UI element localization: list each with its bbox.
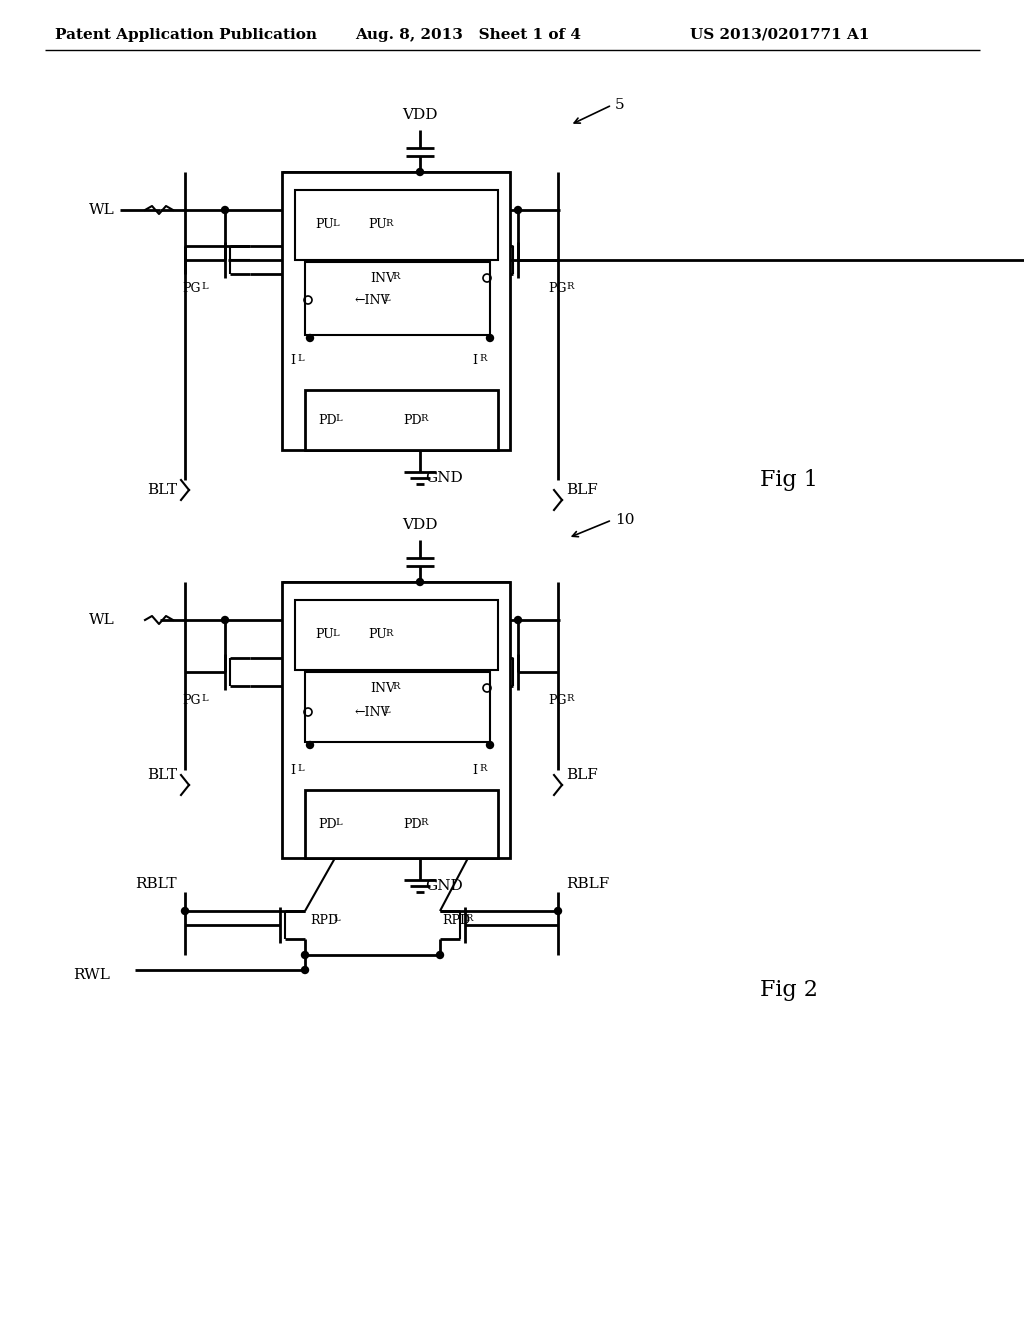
- Text: PG: PG: [548, 693, 566, 706]
- Bar: [305, 389, 498, 450]
- Text: L: L: [333, 913, 340, 923]
- Text: L: L: [201, 282, 208, 290]
- Circle shape: [181, 908, 188, 915]
- Text: PG: PG: [182, 693, 201, 706]
- Text: 5: 5: [615, 98, 625, 112]
- Text: Fig 2: Fig 2: [760, 979, 818, 1001]
- Bar: [305, 261, 490, 335]
- Text: RPD: RPD: [310, 913, 338, 927]
- Circle shape: [555, 908, 561, 915]
- Text: INV: INV: [370, 272, 395, 285]
- Circle shape: [221, 206, 228, 214]
- Bar: [282, 582, 510, 858]
- Circle shape: [417, 578, 424, 586]
- Text: BLF: BLF: [566, 768, 598, 781]
- Circle shape: [306, 334, 313, 342]
- Text: PD: PD: [403, 413, 422, 426]
- Text: L: L: [383, 294, 389, 304]
- Text: RWL: RWL: [73, 968, 110, 982]
- Text: WL: WL: [89, 203, 115, 216]
- Circle shape: [301, 966, 308, 974]
- Text: PG: PG: [548, 281, 566, 294]
- Text: Fig 1: Fig 1: [760, 469, 818, 491]
- Text: L: L: [332, 219, 339, 228]
- Text: R: R: [479, 354, 486, 363]
- Text: PU: PU: [368, 219, 387, 231]
- Text: L: L: [201, 694, 208, 704]
- Text: PU: PU: [315, 628, 334, 642]
- Text: R: R: [465, 913, 472, 923]
- Text: GND: GND: [425, 879, 463, 894]
- Text: PD: PD: [318, 817, 337, 830]
- Text: Patent Application Publication: Patent Application Publication: [55, 28, 317, 42]
- Text: L: L: [297, 764, 304, 774]
- Text: R: R: [566, 282, 573, 290]
- Circle shape: [221, 616, 228, 623]
- Text: I: I: [472, 763, 477, 776]
- Text: BLT: BLT: [146, 483, 177, 498]
- Text: 10: 10: [615, 513, 635, 527]
- Bar: [305, 789, 498, 858]
- Text: BLT: BLT: [146, 768, 177, 781]
- Text: R: R: [385, 630, 392, 638]
- Bar: [282, 172, 510, 450]
- Text: R: R: [392, 682, 399, 690]
- Text: I: I: [290, 354, 295, 367]
- Circle shape: [486, 742, 494, 748]
- Circle shape: [486, 334, 494, 342]
- Text: VDD: VDD: [402, 108, 437, 121]
- Text: VDD: VDD: [402, 517, 437, 532]
- Bar: [295, 190, 498, 260]
- Text: PU: PU: [315, 219, 334, 231]
- Text: PG: PG: [182, 281, 201, 294]
- Text: I: I: [472, 354, 477, 367]
- Circle shape: [306, 742, 313, 748]
- Text: I: I: [290, 763, 295, 776]
- Text: RPD: RPD: [442, 913, 470, 927]
- Text: R: R: [420, 414, 427, 422]
- Text: ←INV: ←INV: [355, 705, 390, 718]
- Text: BLF: BLF: [566, 483, 598, 498]
- Circle shape: [436, 952, 443, 958]
- Text: L: L: [332, 630, 339, 638]
- Text: R: R: [385, 219, 392, 228]
- Text: R: R: [392, 272, 399, 281]
- Text: PD: PD: [318, 413, 337, 426]
- Text: Aug. 8, 2013   Sheet 1 of 4: Aug. 8, 2013 Sheet 1 of 4: [355, 28, 581, 42]
- Text: L: L: [297, 354, 304, 363]
- Bar: [295, 601, 498, 671]
- Text: WL: WL: [89, 612, 115, 627]
- Text: L: L: [383, 706, 389, 715]
- Text: INV: INV: [370, 681, 395, 694]
- Bar: [305, 672, 490, 742]
- Text: R: R: [566, 694, 573, 704]
- Circle shape: [301, 952, 308, 958]
- Text: ←INV: ←INV: [355, 293, 390, 306]
- Circle shape: [514, 616, 521, 623]
- Text: R: R: [479, 764, 486, 774]
- Text: R: R: [420, 818, 427, 828]
- Text: GND: GND: [425, 471, 463, 484]
- Circle shape: [417, 169, 424, 176]
- Text: PU: PU: [368, 628, 387, 642]
- Text: L: L: [335, 818, 342, 828]
- Text: PD: PD: [403, 817, 422, 830]
- Text: L: L: [335, 414, 342, 422]
- Text: US 2013/0201771 A1: US 2013/0201771 A1: [690, 28, 869, 42]
- Circle shape: [514, 206, 521, 214]
- Text: RBLT: RBLT: [135, 876, 177, 891]
- Text: RBLF: RBLF: [566, 876, 609, 891]
